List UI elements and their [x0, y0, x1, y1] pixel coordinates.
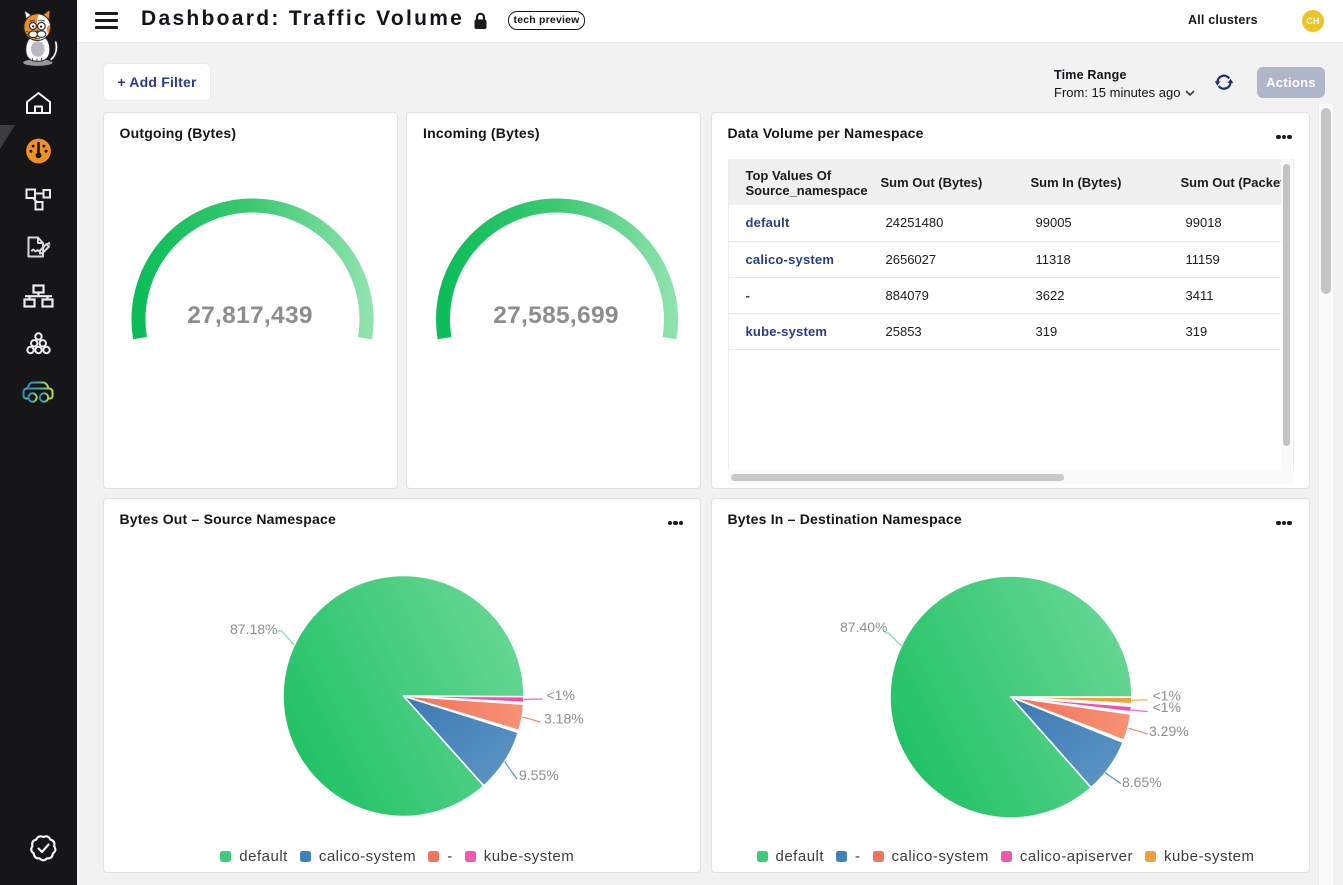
svg-text:3.18%: 3.18% — [544, 711, 584, 727]
svg-text:<1%: <1% — [1152, 688, 1180, 704]
svg-text:8.65%: 8.65% — [1122, 774, 1162, 790]
svg-text:<1%: <1% — [546, 687, 574, 703]
svg-text:87.18%: 87.18% — [230, 621, 277, 637]
svg-text:3.29%: 3.29% — [1149, 723, 1189, 739]
svg-text:87.40%: 87.40% — [840, 619, 887, 635]
svg-text:9.55%: 9.55% — [519, 767, 559, 783]
svg-text:<1%: <1% — [1152, 699, 1180, 715]
